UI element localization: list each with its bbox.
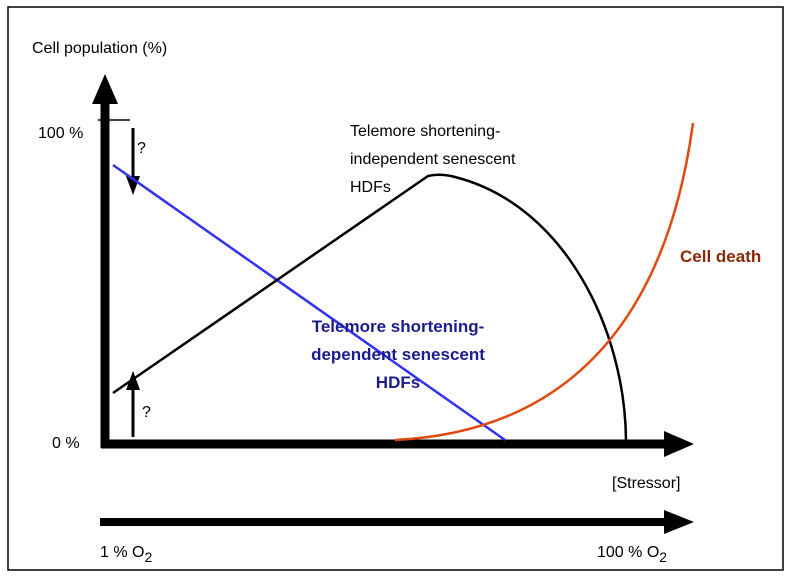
x-arrowhead xyxy=(664,431,694,457)
o2-start: 1 % O2 xyxy=(100,544,152,565)
y-bottom: 0 % xyxy=(52,435,80,452)
o2-end-text: 100 % O xyxy=(597,544,659,561)
question: ? xyxy=(137,140,146,157)
o2-start-sub: 2 xyxy=(144,549,152,565)
independent-label: HDFs xyxy=(350,179,391,196)
y-arrowhead xyxy=(92,74,118,104)
x-label: [Stressor] xyxy=(612,475,680,492)
dependent-label: dependent senescent xyxy=(311,345,485,364)
o2-end-sub: 2 xyxy=(659,549,667,565)
o2-start-text: 1 % O xyxy=(100,544,144,561)
question: ? xyxy=(142,404,151,421)
death-curve xyxy=(394,122,695,442)
death-label: Cell death xyxy=(680,247,761,266)
independent-label: independent senescent xyxy=(350,151,516,168)
o2-end: 100 % O2 xyxy=(597,544,667,565)
independent-label: Telemore shortening- xyxy=(350,123,500,140)
y-label: Cell population (%) xyxy=(32,40,167,57)
frame xyxy=(7,6,784,571)
dependent-label: Telemore shortening- xyxy=(312,317,485,336)
dependent-line xyxy=(112,163,506,442)
dependent-label: HDFs xyxy=(376,373,420,392)
o2-arrowhead xyxy=(664,510,694,534)
independent-curve xyxy=(112,173,628,441)
y-top: 100 % xyxy=(38,125,83,142)
